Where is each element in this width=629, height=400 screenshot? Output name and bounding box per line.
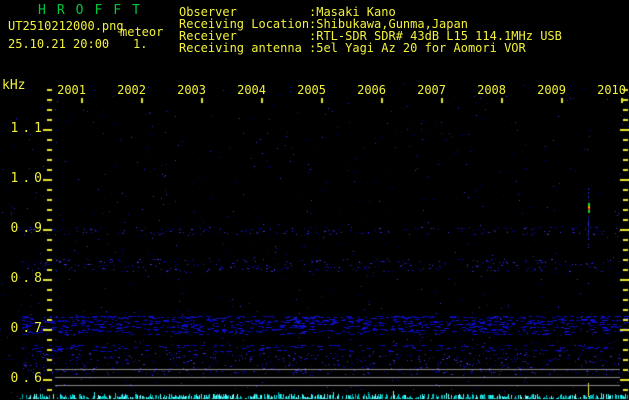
observer-label: Observer	[179, 5, 237, 19]
time-tick-label: 2001	[57, 83, 86, 97]
receiving-antenna-value: :5el Yagi Az 20 for Aomori VOR	[309, 41, 526, 55]
time-tick-label: 2002	[117, 83, 146, 97]
observation-mode-label: meteor	[120, 25, 164, 39]
time-tick-label: 2007	[417, 83, 446, 97]
receiving-antenna-label: Receiving antenna	[179, 41, 302, 55]
time-tick-label: 2003	[177, 83, 206, 97]
freq-axis-unit: kHz	[2, 78, 26, 93]
observer-value: :Masaki Kano	[309, 5, 396, 19]
time-tick-label: 2006	[357, 83, 386, 97]
echo-counter: 1.	[133, 37, 148, 51]
freq-tick-label: 1.0	[10, 171, 46, 186]
freq-tick-label: 0.9	[10, 221, 46, 236]
time-tick-label: 2010	[597, 83, 626, 97]
time-tick-label: 2009	[537, 83, 566, 97]
freq-tick-label: 0.7	[10, 321, 46, 336]
app-title: HROFFT	[38, 3, 151, 18]
freq-tick-label: 0.8	[10, 271, 46, 286]
receiver-label: Receiver	[179, 29, 237, 43]
receiving-location-label: Receiving Location	[179, 17, 310, 31]
output-filename: UT2510212000.png	[8, 19, 124, 33]
freq-tick-label: 1.1	[10, 121, 46, 136]
time-tick-label: 2008	[477, 83, 506, 97]
receiving-location-value: :Shibukawa,Gunma,Japan	[309, 17, 468, 31]
datetime-label: 25.10.21 20:00	[8, 37, 110, 51]
receiver-value: :RTL-SDR SDR# 43dB L15 114.1MHz USB	[309, 29, 562, 43]
time-tick-label: 2005	[297, 83, 326, 97]
time-tick-label: 2004	[237, 83, 266, 97]
freq-tick-label: 0.6	[10, 371, 46, 386]
